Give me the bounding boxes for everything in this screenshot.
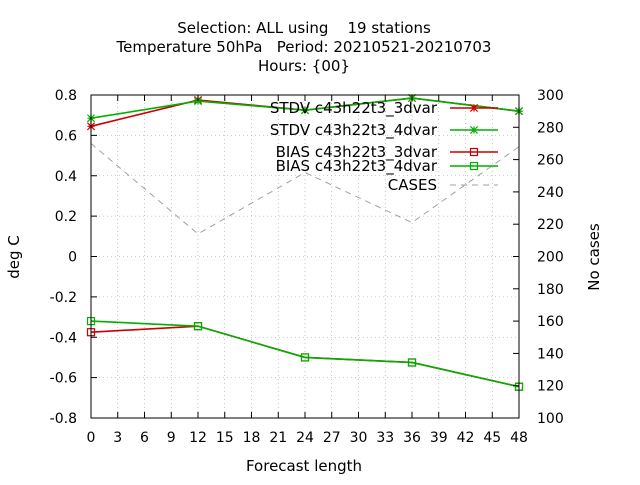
y2-axis-label: No cases [585,223,603,291]
title-line-2: Temperature 50hPa Period: 20210521-20210… [116,38,492,56]
y-axis-label: deg C [5,235,23,279]
y2-tick-label: 220 [537,217,564,233]
y-tick-label: -0.8 [50,411,77,427]
series-2 [86,322,524,391]
title-line-3: Hours: {00} [258,57,350,75]
x-tick-label: 30 [350,430,368,446]
x-tick-label: 3 [113,430,122,446]
y-tick-label: 0.6 [55,128,77,144]
x-tick-label: 33 [376,430,394,446]
y2-tick-label: 160 [537,314,564,330]
data-point [407,358,417,367]
legend-label: STDV c43h22t3_3dvar [270,99,438,118]
y2-tick-label: 100 [537,411,564,427]
legend: STDV c43h22t3_3dvar STDV c43h22t3_4dvar BI… [270,99,498,194]
series-4 [90,143,520,235]
x-tick-label: 15 [216,430,234,446]
legend-marker [469,103,479,113]
grid [91,95,519,418]
legend-label: BIAS c43h22t3_4dvar [276,157,438,176]
data-point [193,322,203,331]
x-tick-label: 27 [323,430,341,446]
y-tick-label: 0.2 [55,209,77,225]
x-tick-label: 36 [403,430,421,446]
x-tick-label: 39 [430,430,448,446]
x-axis-label: Forecast length [246,457,362,475]
legend-label: STDV c43h22t3_4dvar [270,121,438,140]
data-point [300,106,310,115]
x-tick-label: 21 [269,430,287,446]
y2-tick-label: 240 [537,185,564,201]
y-tick-label: 0 [68,250,77,266]
y2-tick-label: 260 [537,153,564,169]
y-tick-label: -0.2 [50,290,77,306]
x-tick-label: 12 [189,430,207,446]
axis-ticks: 0 3 6 9 12 15 18 21 24 27 30 33 36 39 42 45 48-0.8-0.6-0… [50,88,564,446]
y2-tick-label: 180 [537,282,564,298]
legend-marker [469,161,479,171]
title-line-1: Selection: ALL using 19 stations [177,19,431,37]
legend-marker [469,147,479,157]
y2-tick-label: 200 [537,250,564,266]
y2-tick-label: 300 [537,88,564,104]
x-tick-label: 18 [243,430,261,446]
y2-tick-label: 140 [537,346,564,362]
y2-tick-label: 120 [537,379,564,395]
x-tick-label: 9 [167,430,176,446]
y-tick-label: 0.4 [55,169,77,185]
series-line [90,143,520,235]
y2-tick-label: 280 [537,120,564,136]
x-tick-label: 0 [87,430,96,446]
chart-title: Selection: ALL using 19 stations Tempera… [116,19,492,75]
x-tick-label: 48 [510,430,528,446]
legend-marker [469,125,479,135]
y-tick-label: -0.4 [50,330,77,346]
legend-label: CASES [388,176,437,194]
data-point [300,353,310,362]
x-tick-label: 45 [483,430,501,446]
x-tick-label: 24 [296,430,314,446]
legend-label: BIAS c43h22t3_3dvar [276,143,438,162]
y-tick-label: 0.8 [55,88,77,104]
x-tick-label: 42 [457,430,475,446]
x-tick-label: 6 [140,430,149,446]
y-tick-label: -0.6 [50,371,77,387]
series-line [90,320,520,388]
